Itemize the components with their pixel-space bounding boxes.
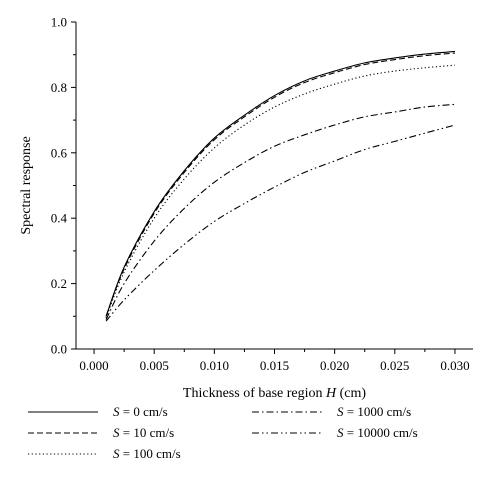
y-axis-label: Spectral response — [19, 136, 34, 234]
x-tick-label: 0.020 — [320, 358, 349, 373]
series-lines — [105, 50, 456, 322]
legend-label-rest: = 10 cm/s — [120, 425, 175, 440]
x-axis-label: Thickness of base region H (cm) — [183, 386, 366, 401]
legend-label-2: S = 100 cm/s — [113, 446, 181, 461]
axes: 0.000 0.005 0.010 0.015 0.020 0.025 0.030 0.0 0.… — [19, 15, 473, 401]
series-line-1 — [105, 52, 456, 317]
legend-label-rest: = 0 cm/s — [120, 404, 168, 419]
y-tick-label: 0.0 — [51, 342, 67, 357]
y-tick-label: 1.0 — [51, 15, 67, 30]
x-axis-label-var: H — [325, 386, 337, 401]
legend-label-3: S = 1000 cm/s — [337, 404, 411, 419]
y-tick-label: 0.6 — [51, 145, 68, 160]
legend-label-var: S — [113, 404, 120, 419]
x-tick-label: 0.000 — [79, 358, 108, 373]
series-line-4 — [105, 124, 456, 322]
y-tick-label: 0.2 — [51, 276, 67, 291]
legend: S = 0 cm/sS = 10 cm/sS = 100 cm/sS = 100… — [28, 404, 418, 461]
x-tick-label: 0.015 — [260, 358, 289, 373]
x-axis-label-unit: (cm) — [336, 386, 366, 401]
legend-label-var: S — [337, 425, 344, 440]
x-tick-label: 0.030 — [440, 358, 469, 373]
legend-label-0: S = 0 cm/s — [113, 404, 168, 419]
y-tick-label: 0.8 — [51, 80, 67, 95]
legend-label-rest: = 100 cm/s — [120, 446, 181, 461]
x-tick-label: 0.010 — [200, 358, 229, 373]
legend-label-rest: = 1000 cm/s — [344, 404, 412, 419]
y-tick-label: 0.4 — [51, 211, 68, 226]
legend-label-rest: = 10000 cm/s — [344, 425, 418, 440]
series-line-0 — [105, 50, 456, 317]
legend-label-1: S = 10 cm/s — [113, 425, 174, 440]
series-line-3 — [105, 103, 456, 320]
series-line-2 — [105, 64, 456, 319]
x-tick-label: 0.025 — [380, 358, 409, 373]
x-tick-label: 0.005 — [140, 358, 169, 373]
legend-label-var: S — [113, 446, 120, 461]
legend-label-var: S — [113, 425, 120, 440]
legend-label-var: S — [337, 404, 344, 419]
x-axis-label-text: Thickness of base region — [183, 386, 326, 401]
legend-label-4: S = 10000 cm/s — [337, 425, 418, 440]
